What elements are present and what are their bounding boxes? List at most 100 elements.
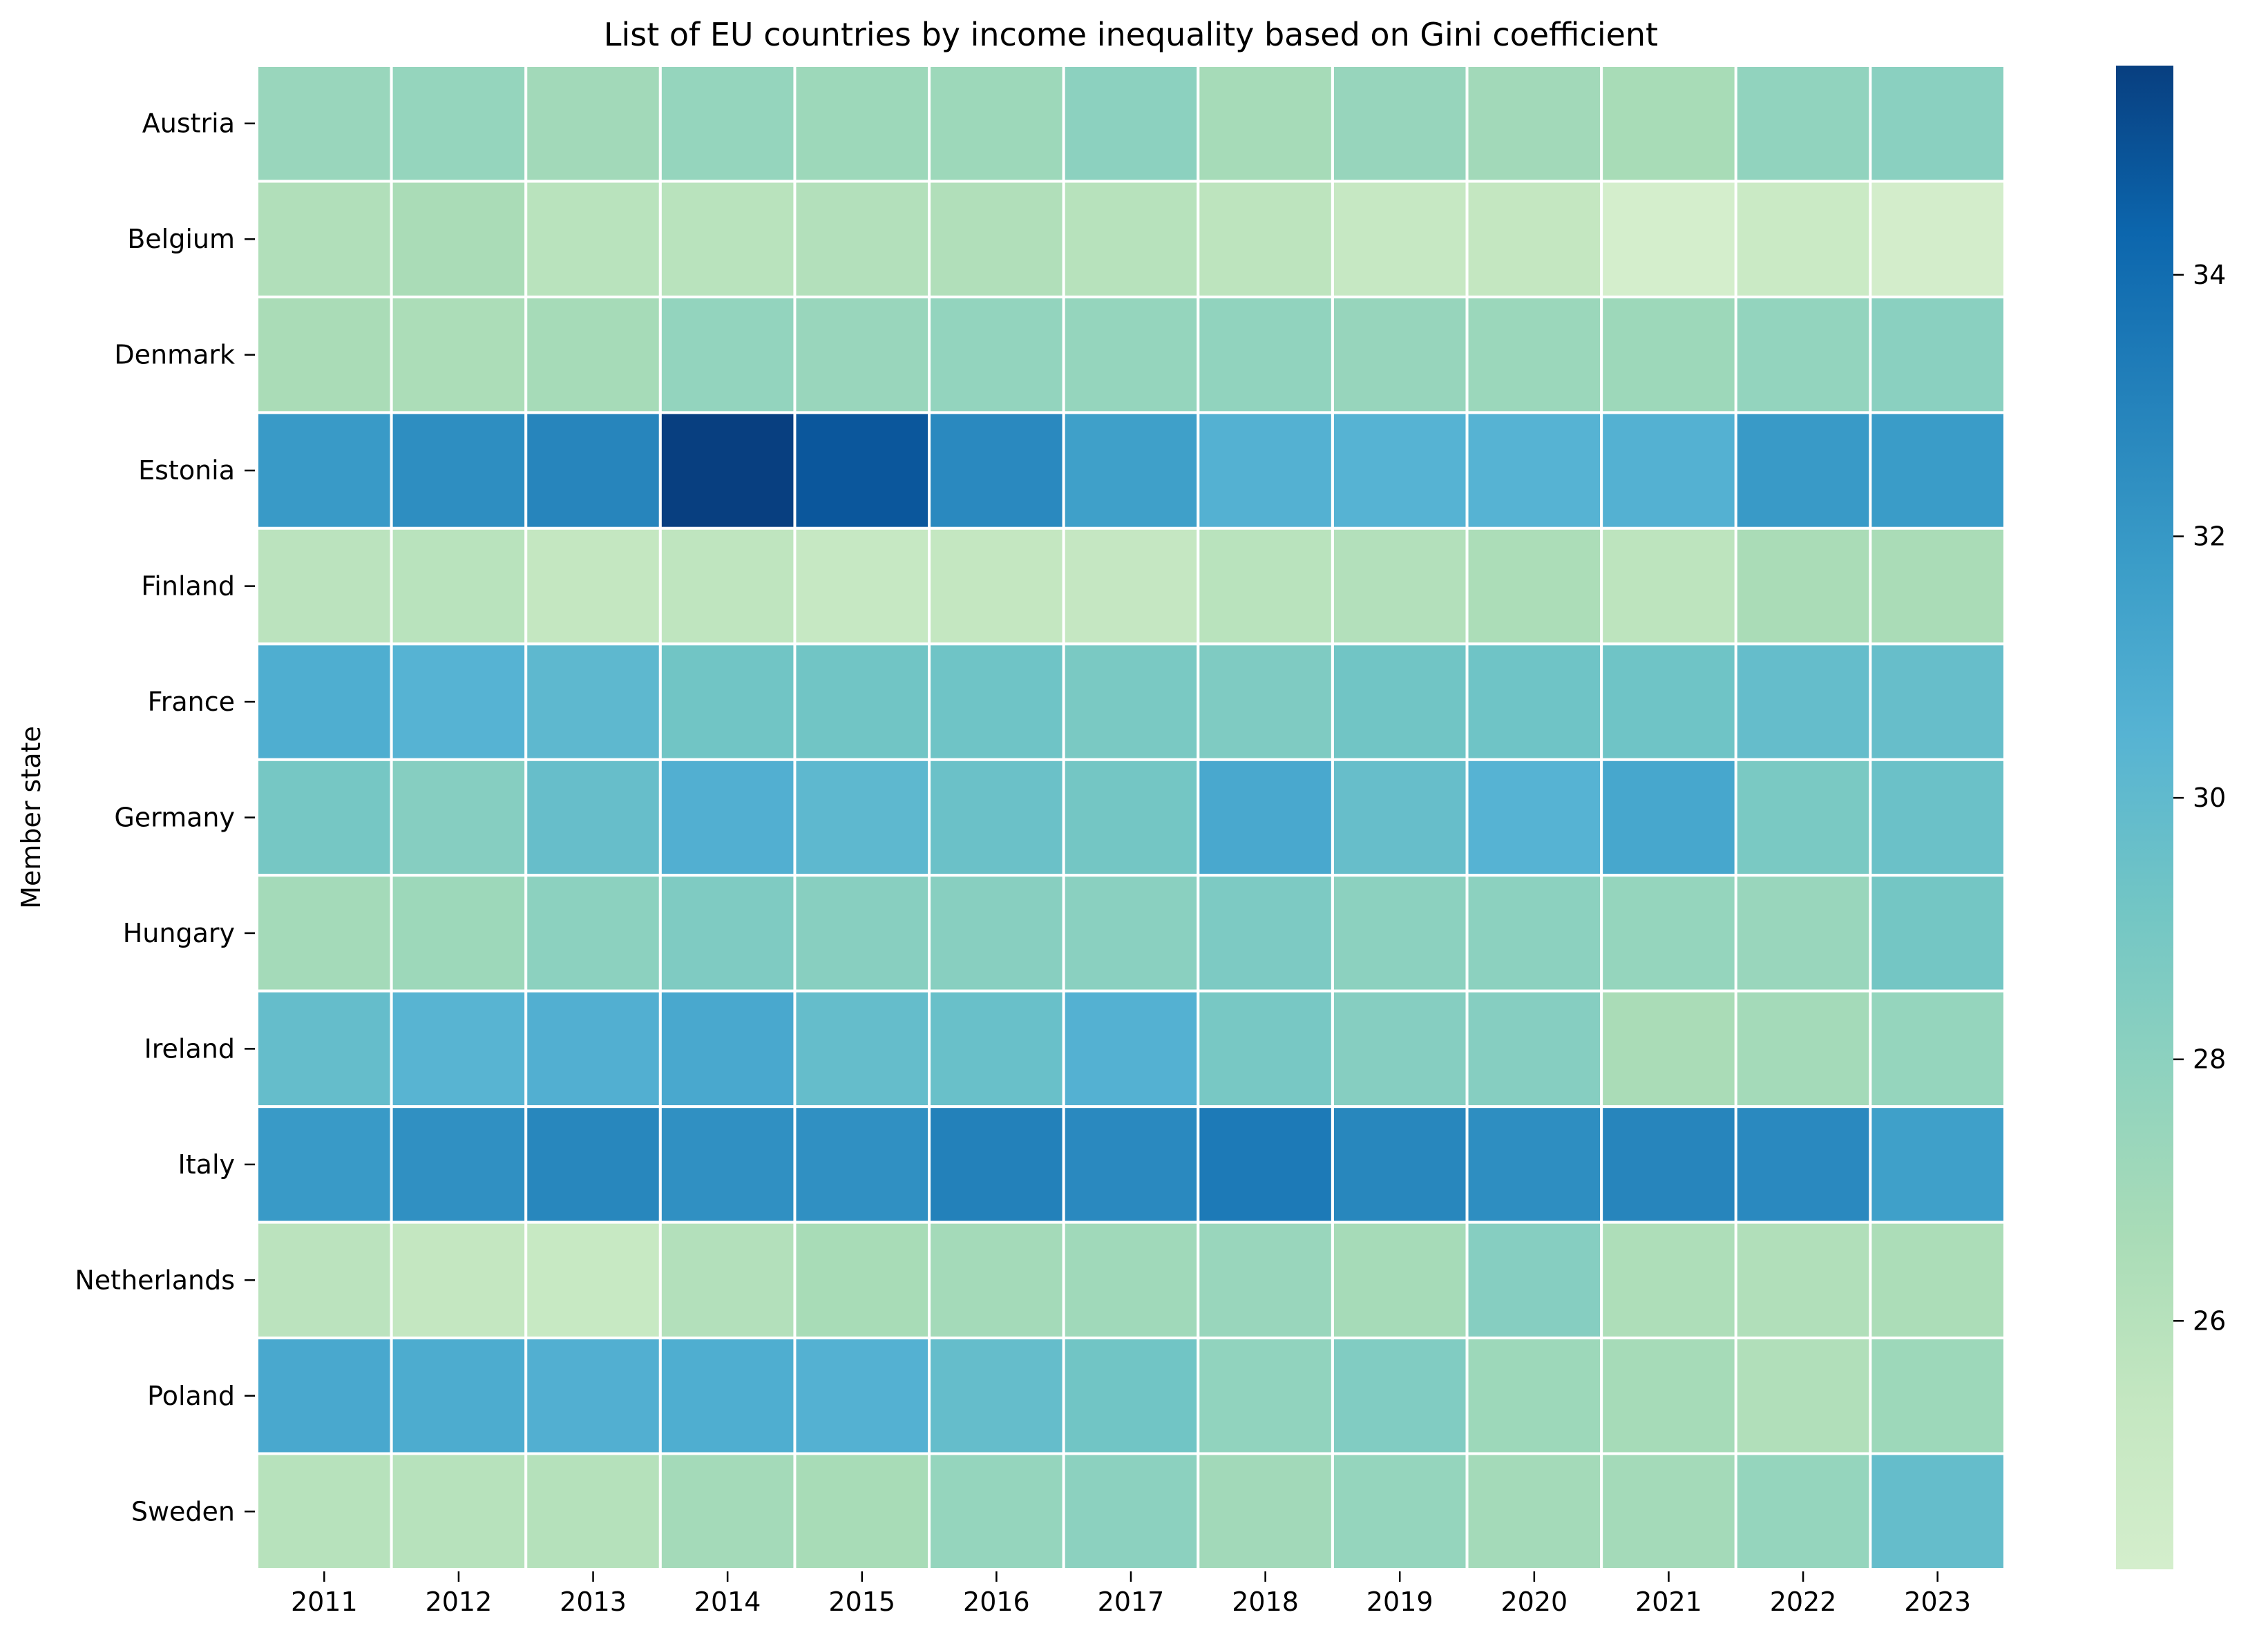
heatmap-cell [524, 642, 662, 761]
heatmap-cell [524, 295, 662, 414]
heatmap-cell [1197, 180, 1334, 298]
x-tick-label: 2012 [426, 1587, 493, 1617]
heatmap-cell [1465, 411, 1603, 530]
colorbar-tick-label: 30 [2193, 783, 2226, 813]
heatmap-cell [256, 1105, 393, 1224]
heatmap-cell [1600, 758, 1737, 877]
heatmap-cell [928, 1337, 1065, 1455]
heatmap-cell [1331, 758, 1469, 877]
heatmap-cell [1331, 1337, 1469, 1455]
colorbar-ticks: 26 28 30 32 34 [2173, 260, 2226, 1336]
heatmap-cells [256, 64, 2006, 1571]
heatmap-cell [658, 642, 797, 761]
heatmap-cell [1197, 526, 1334, 646]
heatmap-cell [1465, 1105, 1603, 1224]
heatmap-cell [658, 1337, 797, 1455]
heatmap-cell [928, 1105, 1065, 1224]
heatmap-cell [658, 989, 797, 1109]
heatmap-cell [1197, 758, 1334, 877]
heatmap-cell [1734, 1105, 1872, 1224]
heatmap-cell [793, 989, 931, 1109]
heatmap-cell [928, 989, 1065, 1109]
heatmap-cell [1734, 64, 1872, 183]
heatmap-cell [793, 64, 931, 183]
heatmap-cell [1600, 411, 1737, 530]
heatmap-cell [1062, 411, 1200, 530]
heatmap-cell [256, 1220, 393, 1340]
heatmap-cell [1734, 1220, 1872, 1340]
heatmap-cell [1062, 1105, 1200, 1224]
heatmap-cell [390, 411, 528, 530]
heatmap-cell [928, 642, 1065, 761]
heatmap-cell [390, 1337, 528, 1455]
heatmap-cell [1600, 1220, 1737, 1340]
heatmap-cell [658, 874, 797, 993]
heatmap-cell [1869, 1452, 2006, 1571]
heatmap-cell [1600, 64, 1737, 183]
heatmap-cell [256, 874, 393, 993]
y-axis-ticks: Austria Belgium Denmark Estonia Finland Franc… [75, 108, 255, 1526]
heatmap-cell [1062, 1452, 1200, 1571]
heatmap-cell [390, 1220, 528, 1340]
heatmap-cell [1465, 1452, 1603, 1571]
heatmap-cell [1331, 1220, 1469, 1340]
heatmap-cell [1869, 1105, 2006, 1224]
x-tick-label: 2013 [560, 1587, 627, 1617]
y-tick-label: Ireland [144, 1033, 235, 1064]
colorbar: 26 28 30 32 34 [2116, 66, 2226, 1569]
heatmap-cell [1465, 295, 1603, 414]
heatmap-cell [658, 64, 797, 183]
heatmap-cell [928, 1220, 1065, 1340]
heatmap-cell [1734, 642, 1872, 761]
heatmap-cell [928, 526, 1065, 646]
heatmap-cell [1331, 64, 1469, 183]
heatmap-cell [928, 295, 1065, 414]
heatmap-cell [1465, 874, 1603, 993]
heatmap-cell [1062, 874, 1200, 993]
heatmap-cell [658, 295, 797, 414]
heatmap-cell [1062, 989, 1200, 1109]
y-tick-label: Estonia [138, 455, 235, 486]
heatmap-cell [1331, 1452, 1469, 1571]
heatmap-cell [1465, 989, 1603, 1109]
heatmap-cell [928, 180, 1065, 298]
heatmap-cell [256, 295, 393, 414]
heatmap-cell [1734, 1452, 1872, 1571]
heatmap-cell [390, 874, 528, 993]
heatmap-cell [1600, 1452, 1737, 1571]
heatmap-cell [1062, 526, 1200, 646]
x-tick-label: 2023 [1904, 1587, 1971, 1617]
heatmap-cell [1062, 180, 1200, 298]
heatmap-cell [1734, 526, 1872, 646]
heatmap-cell [524, 64, 662, 183]
heatmap-cell [390, 526, 528, 646]
heatmap-cell [524, 989, 662, 1109]
heatmap-cell [390, 295, 528, 414]
heatmap-cell [1600, 526, 1737, 646]
y-tick-label: Belgium [127, 224, 235, 254]
heatmap-cell [524, 180, 662, 298]
heatmap-cell [1197, 295, 1334, 414]
x-tick-label: 2017 [1098, 1587, 1165, 1617]
heatmap-cell [1600, 989, 1737, 1109]
heatmap-cell [658, 526, 797, 646]
x-tick-label: 2015 [828, 1587, 895, 1617]
heatmap-cell [1869, 180, 2006, 298]
heatmap-cell [1331, 989, 1469, 1109]
heatmap-cell [1197, 64, 1334, 183]
heatmap-cell [1869, 1220, 2006, 1340]
heatmap-cell [1062, 64, 1200, 183]
heatmap-cell [1734, 295, 1872, 414]
heatmap-cell [793, 874, 931, 993]
heatmap-cell [658, 1452, 797, 1571]
heatmap-cell [256, 989, 393, 1109]
heatmap-cell [524, 758, 662, 877]
heatmap-cell [793, 1337, 931, 1455]
heatmap-cell [1869, 1337, 2006, 1455]
heatmap-cell [793, 1452, 931, 1571]
heatmap-cell [1331, 411, 1469, 530]
heatmap-cell [524, 1105, 662, 1224]
heatmap-cell [1869, 989, 2006, 1109]
heatmap-cell [1331, 874, 1469, 993]
y-tick-label: Finland [141, 571, 235, 602]
